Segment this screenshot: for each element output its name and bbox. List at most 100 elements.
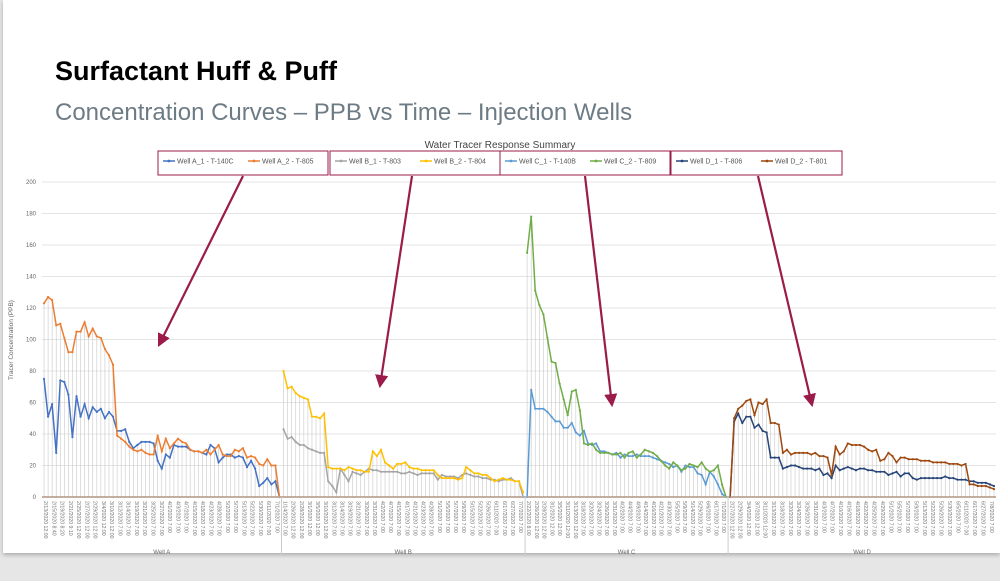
y-tick-label: 60 (29, 401, 36, 407)
x-tick-label: 3/19/2020 7:00 (133, 501, 139, 536)
data-point (603, 450, 606, 453)
data-point (156, 459, 159, 462)
x-tick-label: 2/26/2020 12:00 (290, 501, 296, 539)
data-point (842, 467, 845, 470)
x-tick-label: 5/5/2020 7:00 (896, 501, 902, 533)
data-point (180, 440, 184, 443)
data-point (152, 442, 155, 445)
x-tick-label: 7/1/2020 7:00 (273, 501, 279, 533)
data-point (586, 443, 590, 447)
data-point (379, 470, 383, 473)
data-point (911, 477, 914, 480)
x-tick-label: 3/20/2020 7:00 (587, 501, 593, 536)
x-tick-label: 1/14/2020 7:00 (282, 501, 288, 536)
legend-marker (509, 159, 513, 163)
data-point (111, 415, 115, 418)
data-point (327, 465, 330, 469)
data-point (530, 388, 533, 391)
data-point (915, 458, 918, 461)
data-point (692, 465, 695, 469)
y-tick-label: 200 (26, 180, 37, 186)
data-point (355, 469, 358, 472)
x-tick-label: 2/21/2020 9:10 (67, 501, 73, 536)
data-point (392, 467, 395, 470)
data-point (578, 434, 581, 437)
data-point (887, 473, 890, 477)
data-point (631, 454, 634, 458)
x-tick-label: 4/17/2020 7:00 (403, 501, 409, 536)
data-point (867, 448, 870, 451)
data-point (363, 470, 366, 473)
y-tick-label: 120 (26, 306, 37, 312)
data-point (619, 456, 622, 459)
data-point (688, 462, 691, 466)
x-tick-label: 3/10/2020 12:00 (322, 501, 328, 539)
x-tick-label: 3/20/2020 7:00 (787, 501, 793, 536)
data-point (940, 477, 943, 480)
data-point (964, 462, 967, 466)
x-tick-label: 3/31/2020 7:00 (812, 501, 818, 536)
data-point (818, 454, 821, 458)
x-tick-label: 4/29/2020 7:00 (879, 501, 885, 536)
data-point (270, 483, 273, 486)
data-point (720, 492, 724, 495)
data-point (570, 390, 573, 393)
data-point (339, 467, 342, 470)
data-point (862, 445, 866, 448)
x-tick-label: 7/7/2020 7:00 (517, 501, 523, 533)
data-point (976, 481, 979, 484)
x-tick-label: 4/2/2020 7:00 (619, 501, 625, 533)
data-point (128, 445, 131, 448)
data-point (302, 443, 305, 447)
series-line-well-c-1-t-140b (526, 389, 727, 498)
data-point (294, 391, 297, 395)
data-point (854, 443, 858, 447)
data-point (574, 431, 577, 434)
x-tick-label: 4/28/2020 7:00 (216, 501, 222, 536)
data-point (176, 437, 180, 440)
x-tick-label: 5/29/2020 7:00 (697, 501, 703, 536)
data-point (404, 472, 407, 475)
data-point (704, 467, 707, 470)
data-point (477, 475, 480, 478)
legend-label: Well D_2 - T-801 (775, 159, 827, 166)
data-point (87, 335, 90, 338)
data-point (286, 437, 289, 440)
data-point (781, 451, 784, 454)
data-point (160, 450, 163, 453)
data-point (416, 467, 419, 470)
data-point (619, 451, 622, 454)
data-point (891, 454, 894, 458)
data-point (282, 369, 285, 373)
data-point (850, 443, 853, 447)
data-point (412, 472, 415, 475)
x-tick-label: 2/28/2020 12:00 (298, 501, 304, 539)
data-point (708, 470, 711, 473)
data-point (570, 421, 573, 425)
y-tick-label: 80 (29, 369, 36, 375)
x-tick-label: 6/17/2020 7:00 (712, 501, 718, 536)
data-point (241, 447, 245, 450)
data-point (367, 470, 370, 473)
x-tick-label: 5/22/2020 7:00 (929, 501, 935, 536)
x-tick-label: 6/17/2020 7:00 (971, 501, 977, 536)
data-point (229, 454, 232, 458)
data-point (75, 330, 78, 333)
x-tick-label: 5/9/2020 7:00 (913, 501, 919, 533)
data-point (245, 456, 249, 459)
data-point (651, 456, 655, 459)
data-point (672, 465, 675, 469)
data-point (120, 437, 123, 440)
data-point (383, 470, 387, 473)
x-tick-label: 2/29/2020 12:00 (92, 501, 98, 539)
data-point (387, 464, 391, 467)
x-tick-label: 3/21/2020 7:00 (355, 501, 361, 536)
data-point (700, 473, 703, 477)
x-tick-label: 5/1/2020 7:00 (887, 501, 893, 533)
x-tick-label: 6/11/2020 7:00 (265, 501, 271, 535)
data-point (635, 453, 638, 456)
data-point (992, 484, 996, 488)
data-point (542, 313, 545, 316)
data-point (481, 473, 484, 477)
legend-marker (680, 159, 684, 163)
